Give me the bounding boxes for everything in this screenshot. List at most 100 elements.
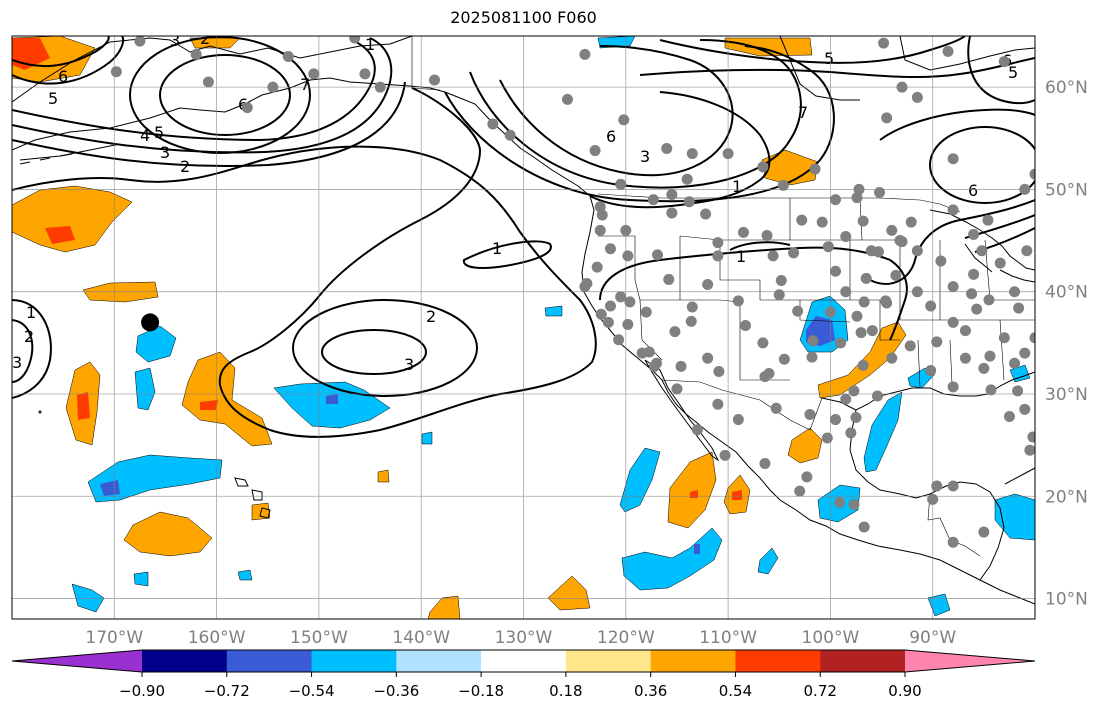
colorbar-bin (820, 650, 906, 672)
longitude-axis: 170°W 160°W 150°W 140°W 130°W 120°W 110°W 100°W… (85, 628, 956, 648)
station-point (806, 351, 818, 363)
gridlines (12, 36, 1035, 619)
contour-label: 3 (12, 353, 22, 372)
station-point (110, 66, 122, 78)
colorbar-bin (226, 650, 313, 672)
station-point (732, 295, 744, 307)
lat-tick-label: 50°N (1045, 180, 1088, 200)
station-point (959, 352, 971, 364)
contour-labels: 6 5 4 5 3 2 6 7 1 3 2 6 3 5 1 7 6 5 6 1 … (12, 29, 1018, 374)
negative-anomaly-patch (71, 583, 105, 613)
station-point (702, 279, 714, 291)
station-point (134, 36, 146, 47)
station-point (911, 245, 923, 257)
station-point (851, 192, 863, 204)
station-point (857, 359, 869, 371)
negative-anomaly-patch (1009, 364, 1031, 383)
latitude-axis: 10°N 20°N 30°N 40°N 50°N 60°N (1045, 78, 1088, 609)
station-point (712, 250, 724, 262)
lon-tick-label: 150°W (290, 628, 348, 648)
contour-label: 2 (200, 29, 210, 48)
contour-layer (12, 36, 1035, 438)
contour-label: 1 (365, 35, 375, 54)
station-point (816, 216, 828, 228)
negative-anomaly-patch (863, 391, 903, 473)
lat-tick-label: 40°N (1045, 283, 1088, 303)
station-point (851, 310, 863, 322)
station-point (308, 68, 320, 80)
negative-anomaly-patch (326, 394, 338, 404)
station-point (947, 316, 959, 328)
lon-tick-label: 120°W (597, 628, 655, 648)
contour-label: 3 (640, 147, 650, 166)
station-point (835, 337, 847, 349)
station-point (1012, 385, 1024, 397)
colorbar-bin (565, 650, 652, 672)
station-point (615, 291, 627, 303)
colorbar-tick-label: 0.18 (549, 682, 582, 700)
station-point (241, 102, 253, 114)
station-point (671, 383, 683, 395)
station-point (947, 536, 959, 548)
station-point (775, 274, 787, 286)
station-point (761, 229, 773, 241)
lon-tick-label: 170°W (85, 628, 143, 648)
station-point (848, 498, 860, 510)
colorbar-tick-label: 0.90 (888, 682, 921, 700)
station-point (982, 214, 994, 226)
lon-tick-label: 100°W (802, 628, 860, 648)
lon-tick-label: 90°W (909, 628, 956, 648)
lon-tick-label: 130°W (495, 628, 553, 648)
colorbar-bin (481, 650, 567, 672)
station-point (666, 189, 678, 201)
station-point (830, 414, 842, 426)
station-point (624, 296, 636, 308)
station-point (713, 365, 725, 377)
station-point (947, 204, 959, 216)
station-point (796, 214, 808, 226)
negative-anomaly-patch (100, 480, 120, 496)
station-point (792, 305, 804, 317)
station-point (700, 208, 712, 220)
station-point (794, 485, 806, 497)
station-point (757, 337, 769, 349)
station-point (759, 458, 771, 470)
negative-anomaly-patch (621, 527, 723, 591)
station-point (594, 224, 606, 236)
colorbar-tick-label: 0.36 (634, 682, 667, 700)
station-point (983, 294, 995, 306)
station-point (905, 216, 917, 228)
positive-anomaly-patch (787, 427, 823, 464)
station-point (840, 393, 852, 405)
colorbar-tick-label: −0.72 (204, 682, 250, 700)
station-point (652, 249, 664, 261)
station-point (1009, 357, 1021, 369)
station-point (858, 296, 870, 308)
station-point (1019, 403, 1031, 415)
station-point (947, 381, 959, 393)
station-point (942, 45, 954, 57)
station-point (1029, 332, 1035, 344)
station-point (604, 243, 616, 255)
contour-label: 5 (154, 123, 164, 142)
station-point (719, 449, 731, 461)
station-point (712, 398, 724, 410)
colorbar-tick-label: −0.36 (373, 682, 419, 700)
positive-anomaly-patch (77, 392, 90, 420)
positive-anomaly-patch (45, 226, 75, 244)
station-point (858, 521, 870, 533)
contour-label: 1 (732, 177, 742, 196)
station-point (850, 412, 862, 424)
station-point (770, 402, 782, 414)
station-point (595, 308, 607, 320)
lon-tick-label: 140°W (392, 628, 450, 648)
station-point (857, 215, 869, 227)
station-point (925, 364, 937, 376)
positive-anomaly-patch (732, 490, 742, 500)
station-point (428, 74, 440, 86)
station-point (821, 432, 833, 444)
positive-anomaly-patch (667, 451, 717, 529)
station-point (994, 257, 1006, 269)
negative-anomaly-patch (994, 493, 1035, 541)
positive-anomaly-patch (761, 149, 819, 186)
